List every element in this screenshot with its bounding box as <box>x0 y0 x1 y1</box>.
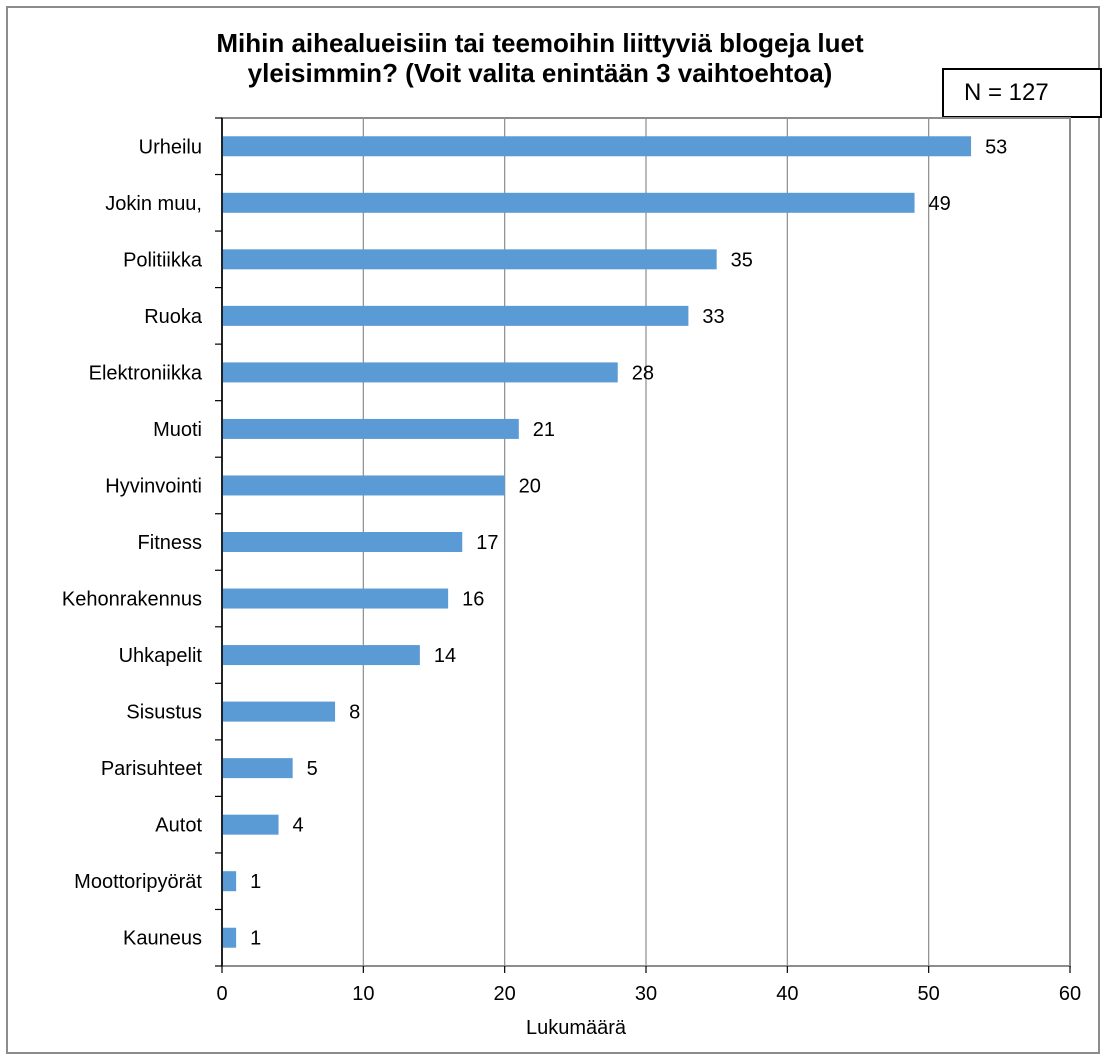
category-label: Elektroniikka <box>89 362 203 384</box>
data-label: 33 <box>702 306 724 328</box>
x-tick-label: 30 <box>635 983 657 1005</box>
bar <box>222 871 237 892</box>
category-label: Sisustus <box>126 702 202 724</box>
data-label: 8 <box>349 702 360 724</box>
data-label: 28 <box>632 362 654 384</box>
chart-frame <box>6 6 1100 1054</box>
data-label: 53 <box>985 136 1007 158</box>
bar <box>222 305 689 326</box>
data-label: 5 <box>307 758 318 780</box>
category-label: Moottoripyörät <box>74 871 202 893</box>
bar <box>222 814 279 835</box>
x-axis-ticks: 0 10 20 30 40 50 60 <box>216 966 1081 1005</box>
x-tick-label: 0 <box>216 983 227 1005</box>
category-label: Parisuhteet <box>101 758 203 780</box>
bar <box>222 475 505 496</box>
category-label: Kauneus <box>123 928 202 950</box>
category-label: Uhkapelit <box>119 645 203 667</box>
bar <box>222 418 519 439</box>
bar <box>222 362 618 383</box>
data-label: 1 <box>250 928 261 950</box>
data-label: 4 <box>293 815 304 837</box>
x-tick-label: 40 <box>776 983 798 1005</box>
category-label: Urheilu <box>139 136 202 158</box>
bar <box>222 758 293 779</box>
x-tick-label: 10 <box>352 983 374 1005</box>
data-label: 21 <box>533 419 555 441</box>
category-label: Muoti <box>153 419 202 441</box>
bar <box>222 701 336 722</box>
chart-title: Mihin aihealueisiin tai teemoihin liitty… <box>216 28 864 88</box>
data-label: 14 <box>434 645 456 667</box>
bar <box>222 927 237 948</box>
data-label: 20 <box>519 475 541 497</box>
data-label: 17 <box>476 532 498 554</box>
category-label: Kehonrakennus <box>62 589 202 611</box>
bar <box>222 136 972 157</box>
category-label: Ruoka <box>144 306 203 328</box>
sample-size-annotation: N = 127 <box>942 68 1102 118</box>
data-label: 49 <box>929 193 951 215</box>
data-label: 35 <box>731 249 753 271</box>
category-labels: Urheilu Jokin muu, Politiikka Ruoka Elektron… <box>62 117 222 967</box>
x-axis-label: Lukumäärä <box>526 1017 627 1039</box>
category-label: Fitness <box>138 532 202 554</box>
x-tick-label: 60 <box>1059 983 1081 1005</box>
x-tick-label: 20 <box>494 983 516 1005</box>
data-label: 1 <box>250 871 261 893</box>
category-label: Jokin muu, <box>105 193 202 215</box>
category-label: Autot <box>155 815 202 837</box>
x-tick-label: 50 <box>918 983 940 1005</box>
category-label: Hyvinvointi <box>105 475 202 497</box>
bar <box>222 645 420 666</box>
bar <box>222 588 449 609</box>
data-label: 16 <box>462 589 484 611</box>
bars: 53 49 35 33 28 21 20 17 16 14 8 5 4 1 1 <box>222 136 1007 950</box>
category-label: Politiikka <box>123 249 203 271</box>
bar <box>222 532 463 552</box>
bar <box>222 249 717 270</box>
bar <box>222 192 915 213</box>
